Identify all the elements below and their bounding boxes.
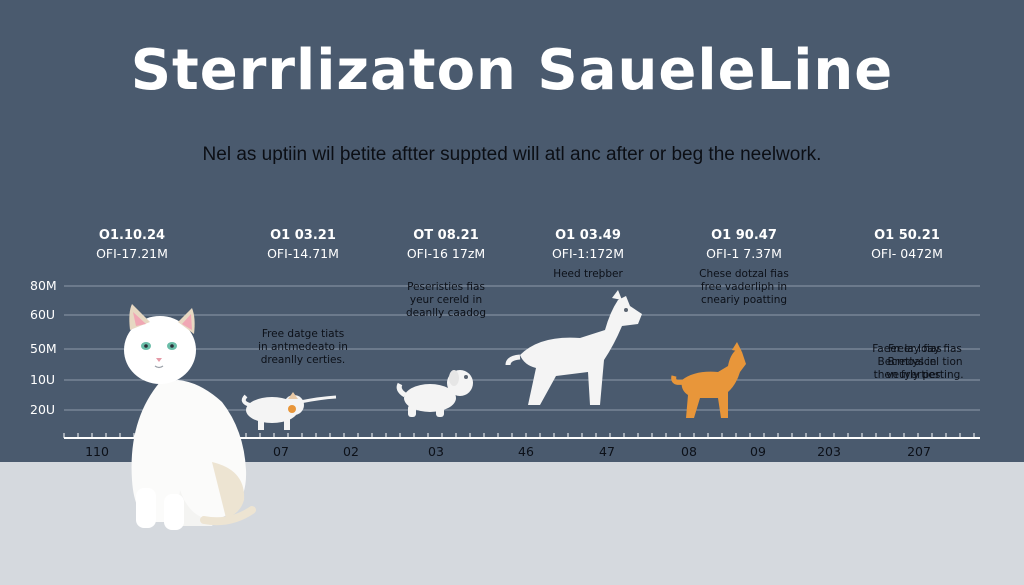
event-note: Bretlyscel tion [887,356,962,368]
x-tick-label: 08 [681,444,697,459]
event-value: OFI-1 7.37M [706,246,782,261]
event-note: yeur cereld in [410,294,482,306]
event-date: O1 50.21 [874,228,940,243]
event-date: O1 03.21 [270,228,336,243]
event-note: in antmedeato in [258,341,348,353]
x-tick-labels: 110 07 02 03 46 47 08 09 203 207 [85,444,931,459]
event-note: dreanlly certies. [261,354,346,366]
timeline-events: O1.10.24 OFI-17.21M O1 03.21 OFI-14.71M Free… [96,228,964,381]
y-tick-label: 50M [30,341,57,356]
chart-subtitle: Nel as uptiin wil þetite aftter suppted … [202,144,822,165]
event-note: Freer loay fias [888,343,962,355]
chart-title: Sterrlizaton SaueleLine [130,38,894,103]
event-date: O1 90.47 [711,228,777,243]
event-note: veurly perting. [886,369,963,381]
y-axis: 80M 60U 50M 10U 20U [30,278,57,417]
x-tick-label: 110 [85,444,109,459]
event-note: Free datge tiats [262,328,344,340]
y-tick-label: 10U [30,372,55,387]
white-kitten-illustration [241,392,337,430]
x-tick-label: 02 [343,444,359,459]
timeline-event: O1 03.49 OFI-1:172M Heed treþber [552,228,624,280]
y-tick-label: 60U [30,307,55,322]
x-tick-label: 47 [599,444,615,459]
event-value: OFI-16 17zM [407,246,485,261]
white-puppy-illustration [396,370,473,417]
event-note: Becrnoal in [878,356,937,368]
white-dog-illustration [505,290,642,405]
x-tick-label: 203 [817,444,841,459]
timeline-event: O1 90.47 OFI-1 7.37M Chese dotzal fiasfree… [699,228,789,306]
event-note: deanlly caadog [406,307,486,319]
timeline-event: O1 50.21 OFI- 0472M Faeer lay fiasBecrnoal… [871,228,943,381]
x-tick-label: 03 [428,444,444,459]
timeline-event: O1.10.24 OFI-17.21M [96,228,168,261]
event-date: O1 03.49 [555,228,621,243]
event-note: then fyerties [874,369,941,381]
event-note: Chese dotzal fias [699,268,789,280]
white-cat-illustration [124,304,256,530]
x-tick-label: 09 [750,444,766,459]
event-note: cneariy poatting [701,294,787,306]
event-date: O1.10.24 [99,228,165,243]
event-value: OFI-17.21M [96,246,168,261]
x-tick-label: 07 [273,444,289,459]
event-value: OFI- 0472M [871,246,943,261]
orange-dog-illustration [671,342,746,418]
event-note: Heed treþber [553,268,623,280]
event-note: Faeer lay fias [872,343,942,355]
event-date: OT 08.21 [413,228,479,243]
event-note: Peseristies fias [407,281,485,293]
y-tick-label: 20U [30,402,55,417]
event-value: OFI-1:172M [552,246,624,261]
x-tick-label: 207 [907,444,931,459]
timeline-event: OT 08.21 OFI-16 17zM Peseristies fiasyeur … [406,228,486,319]
x-tick-label: 46 [518,444,534,459]
event-note: free vaderliph in [701,281,787,293]
y-tick-label: 80M [30,278,57,293]
event-value: OFI-14.71M [267,246,339,261]
